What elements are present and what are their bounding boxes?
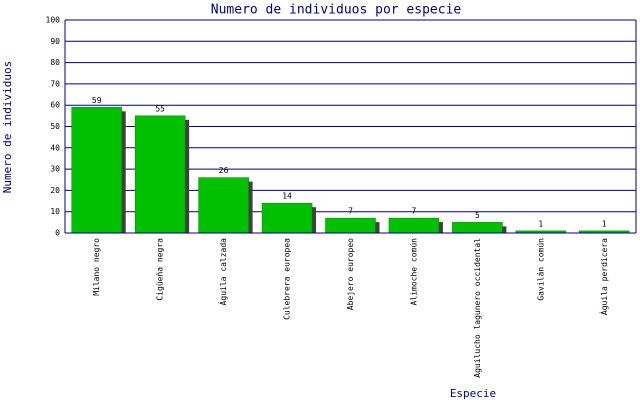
x-axis-label: Especie <box>450 387 496 400</box>
y-tick-label: 100 <box>46 16 61 25</box>
y-tick-label: 0 <box>55 229 60 238</box>
value-label: 14 <box>282 192 292 201</box>
bar <box>388 217 440 234</box>
y-tick-label: 30 <box>50 165 60 174</box>
y-tick-label: 20 <box>50 186 60 195</box>
y-axis-label: Numero de individuos <box>1 61 14 193</box>
value-label: 1 <box>602 219 607 228</box>
value-label: 26 <box>219 166 229 175</box>
bar <box>452 222 503 234</box>
y-tick-label: 40 <box>50 143 60 152</box>
x-tick-label: Águila calzada <box>217 238 228 306</box>
x-tick-label: Gavilán común <box>536 238 545 301</box>
y-tick-label: 80 <box>50 58 60 67</box>
bar <box>325 217 376 234</box>
y-tick-label: 90 <box>50 37 60 46</box>
value-label: 1 <box>538 219 543 228</box>
x-tick-label: Milano negro <box>92 238 101 296</box>
x-tick-label: Alimoche común <box>409 238 418 306</box>
x-tick-label: Cigüeña negra <box>156 238 165 301</box>
value-label: 5 <box>475 211 480 220</box>
x-tick-label: Culebrera europea <box>283 238 292 320</box>
y-tick-label: 10 <box>50 207 60 216</box>
chart-title: Numero de individuos por especie <box>211 3 462 18</box>
value-label: 59 <box>92 96 102 105</box>
x-tick-label: Aguilucho lagunero occidental <box>473 238 482 378</box>
y-tick-label: 60 <box>50 101 60 110</box>
bar <box>71 107 122 234</box>
value-label: 55 <box>155 104 165 113</box>
bar <box>134 115 186 234</box>
bar <box>198 177 249 234</box>
value-label: 7 <box>348 207 353 216</box>
y-tick-label: 50 <box>50 122 60 131</box>
x-tick-label: Abejero europeo <box>346 238 355 310</box>
value-label: 7 <box>412 207 417 216</box>
bar <box>261 202 313 234</box>
y-tick-label: 70 <box>50 79 60 88</box>
x-tick-label: Águila perdicera <box>598 238 609 315</box>
